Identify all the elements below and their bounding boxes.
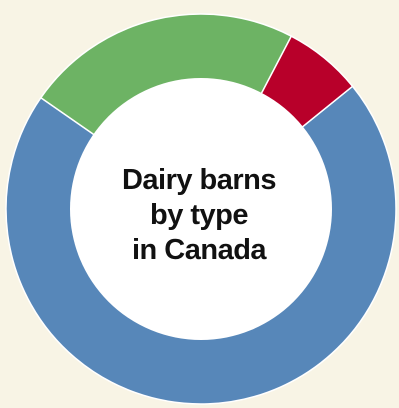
chart-title-line-3: in Canada (131, 234, 267, 266)
chart-title-line-1: Dairy barns (121, 164, 277, 196)
chart-title-line-2: by type (149, 199, 249, 231)
donut-hole (70, 78, 332, 340)
chart-title: Dairy barns by type in Canada (99, 163, 299, 268)
